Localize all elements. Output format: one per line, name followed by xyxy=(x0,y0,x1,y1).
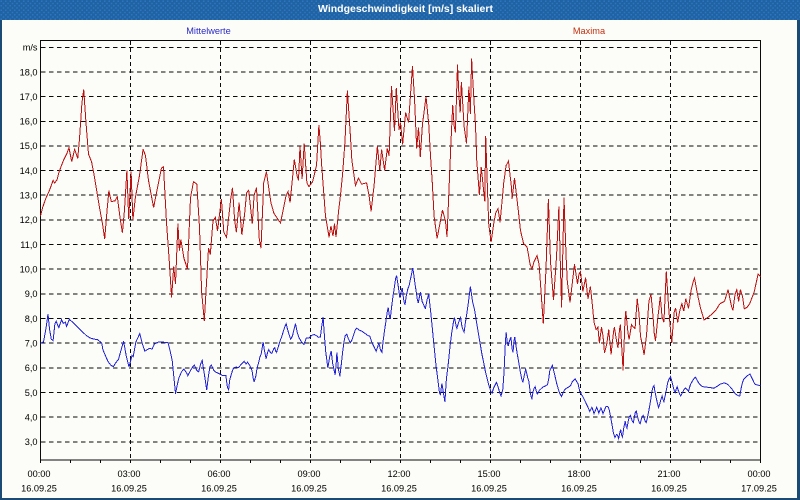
svg-text:16.09.25: 16.09.25 xyxy=(201,484,237,494)
svg-text:14,0: 14,0 xyxy=(20,166,38,176)
svg-text:6,0: 6,0 xyxy=(25,363,38,373)
svg-text:16.09.25: 16.09.25 xyxy=(291,484,327,494)
svg-text:16.09.25: 16.09.25 xyxy=(651,484,687,494)
svg-text:16.09.25: 16.09.25 xyxy=(21,484,57,494)
svg-text:16.09.25: 16.09.25 xyxy=(111,484,147,494)
svg-text:15:00: 15:00 xyxy=(478,469,501,479)
svg-text:16.09.25: 16.09.25 xyxy=(561,484,597,494)
svg-text:Mittelwerte: Mittelwerte xyxy=(186,26,230,36)
svg-text:16,0: 16,0 xyxy=(20,117,38,127)
svg-text:18,0: 18,0 xyxy=(20,67,38,77)
svg-text:5,0: 5,0 xyxy=(25,388,38,398)
svg-text:13,0: 13,0 xyxy=(20,191,38,201)
svg-text:16.09.25: 16.09.25 xyxy=(471,484,507,494)
svg-text:17,0: 17,0 xyxy=(20,92,38,102)
svg-text:06:00: 06:00 xyxy=(208,469,231,479)
svg-text:09:00: 09:00 xyxy=(298,469,321,479)
svg-text:12:00: 12:00 xyxy=(388,469,411,479)
svg-text:15,0: 15,0 xyxy=(20,141,38,151)
svg-text:m/s: m/s xyxy=(23,43,38,53)
svg-text:3,0: 3,0 xyxy=(25,437,38,447)
svg-text:03:00: 03:00 xyxy=(118,469,141,479)
svg-text:18:00: 18:00 xyxy=(568,469,591,479)
svg-text:12,0: 12,0 xyxy=(20,215,38,225)
svg-text:8,0: 8,0 xyxy=(25,314,38,324)
svg-text:7,0: 7,0 xyxy=(25,339,38,349)
svg-text:Maxima: Maxima xyxy=(573,26,606,36)
svg-text:00:00: 00:00 xyxy=(748,469,771,479)
svg-text:17.09.25: 17.09.25 xyxy=(741,484,777,494)
svg-text:4,0: 4,0 xyxy=(25,412,38,422)
svg-text:16.09.25: 16.09.25 xyxy=(381,484,417,494)
svg-text:00:00: 00:00 xyxy=(28,469,51,479)
svg-text:21:00: 21:00 xyxy=(658,469,681,479)
svg-text:9,0: 9,0 xyxy=(25,289,38,299)
svg-text:11,0: 11,0 xyxy=(20,240,37,250)
svg-text:10,0: 10,0 xyxy=(20,265,38,275)
